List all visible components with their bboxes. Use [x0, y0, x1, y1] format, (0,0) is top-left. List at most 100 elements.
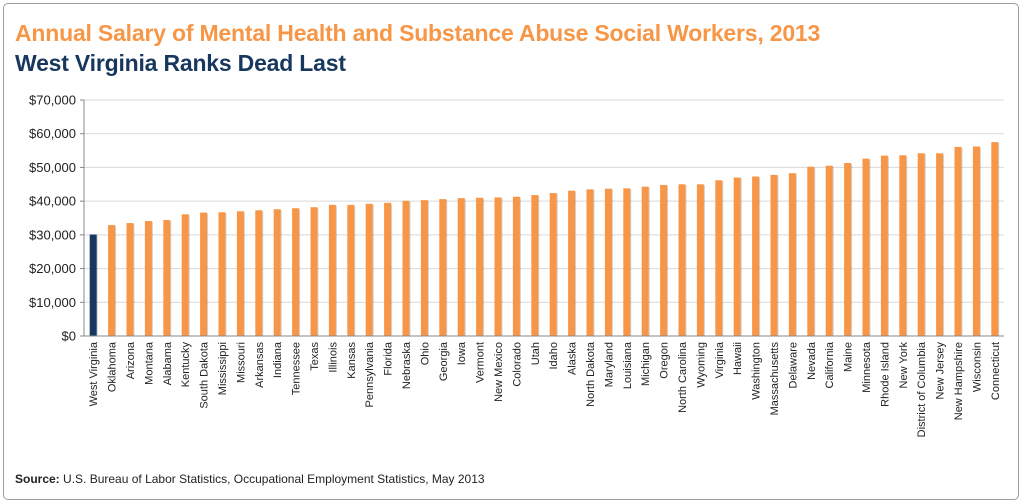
bar-missouri	[236, 211, 244, 336]
x-tick-label: Nevada	[806, 341, 818, 380]
x-tick-label: Idaho	[548, 342, 560, 370]
bar-georgia	[439, 199, 447, 336]
x-tick-label: Wyoming	[695, 342, 707, 388]
x-tick-label: California	[824, 341, 836, 388]
x-tick-label: Florida	[383, 341, 395, 376]
bar-new-mexico	[494, 197, 502, 336]
x-tick-label: Georgia	[438, 341, 450, 381]
x-tick-label: North Carolina	[677, 341, 689, 413]
bar-massachusetts	[770, 174, 778, 336]
bar-colorado	[512, 196, 520, 336]
bar-montana	[144, 221, 152, 336]
bar-illinois	[328, 204, 336, 336]
x-tick-label: Mississippi	[217, 342, 229, 395]
x-tick-label: District of Columbia	[916, 341, 928, 437]
bar-iowa	[457, 198, 465, 336]
y-tick-label: $40,000	[29, 194, 76, 209]
bar-oklahoma	[108, 225, 116, 336]
bar-alaska	[568, 190, 576, 336]
y-tick-label: $70,000	[29, 93, 76, 108]
bar-north-dakota	[586, 189, 594, 336]
bar-new-hampshire	[954, 146, 962, 336]
bar-texas	[310, 207, 318, 336]
x-tick-label: Missouri	[235, 342, 247, 383]
bar-hawaii	[733, 177, 741, 336]
bar-florida	[384, 202, 392, 336]
x-tick-label: Michigan	[640, 342, 652, 386]
x-tick-label: North Dakota	[585, 341, 597, 407]
bar-alabama	[163, 220, 171, 336]
x-tick-label: Oklahoma	[107, 341, 119, 392]
x-tick-label: New Mexico	[493, 342, 505, 402]
bar-west-virginia	[89, 234, 97, 336]
x-tick-label: South Dakota	[199, 341, 211, 409]
bar-nevada	[807, 166, 815, 336]
x-tick-label: New Hampshire	[953, 342, 965, 420]
bar-indiana	[273, 209, 281, 336]
x-tick-label: Arizona	[125, 341, 137, 379]
x-tick-label: Minnesota	[861, 341, 873, 393]
bar-arizona	[126, 223, 134, 336]
bar-wisconsin	[972, 146, 980, 336]
bar-california	[825, 165, 833, 336]
bar-tennessee	[292, 208, 300, 336]
bar-wyoming	[696, 184, 704, 336]
x-axis-labels: West Virginia Oklahoma Arizona Montana Alaba…	[88, 341, 1002, 437]
bar-maryland	[604, 188, 612, 336]
y-tick-label: $60,000	[29, 126, 76, 141]
bar-pennsylvania	[365, 203, 373, 336]
bar-vermont	[476, 197, 484, 336]
x-tick-label: Pennsylvania	[364, 341, 376, 407]
chart-subtitle: West Virginia Ranks Dead Last	[15, 50, 346, 76]
y-axis-ticks: $0 $10,000 $20,000 $30,000 $40,000 $50,000 $60…	[29, 93, 84, 344]
x-tick-label: Vermont	[475, 342, 487, 383]
bar-oregon	[660, 184, 668, 336]
bar-arkansas	[255, 210, 263, 336]
x-tick-label: Alabama	[162, 341, 174, 385]
source-note: Source: U.S. Bureau of Labor Statistics,…	[15, 472, 485, 486]
x-tick-label: Arkansas	[254, 342, 266, 388]
x-tick-label: Massachusetts	[769, 342, 781, 416]
y-tick-label: $0	[62, 329, 76, 344]
x-tick-label: West Virginia	[88, 341, 100, 406]
bar-new-york	[899, 155, 907, 336]
bar-idaho	[549, 193, 557, 336]
x-tick-label: Washington	[751, 342, 763, 400]
x-tick-label: Wisconsin	[971, 342, 983, 392]
x-tick-label: Kansas	[346, 342, 358, 379]
x-tick-label: Alaska	[567, 341, 579, 375]
x-tick-label: Louisiana	[622, 341, 634, 389]
x-tick-label: Texas	[309, 342, 321, 371]
bar-kentucky	[181, 214, 189, 336]
bar-utah	[531, 195, 539, 336]
source-label: Source:	[15, 472, 60, 486]
x-tick-label: Maine	[843, 342, 855, 372]
bar-north-carolina	[678, 184, 686, 336]
y-tick-label: $20,000	[29, 261, 76, 276]
bar-ohio	[420, 200, 428, 336]
bars	[89, 142, 1000, 336]
bar-new-jersey	[936, 153, 944, 336]
x-tick-label: Utah	[530, 342, 542, 365]
x-tick-label: Kentucky	[180, 342, 192, 388]
y-tick-label: $30,000	[29, 227, 76, 242]
x-tick-label: Tennessee	[291, 342, 303, 395]
x-tick-label: Virginia	[714, 341, 726, 378]
bar-louisiana	[623, 188, 631, 336]
x-tick-label: Maryland	[603, 342, 615, 387]
x-tick-label: Iowa	[456, 341, 468, 365]
axes	[83, 100, 1004, 337]
y-tick-label: $10,000	[29, 295, 76, 310]
bar-connecticut	[991, 142, 999, 336]
x-tick-label: Ohio	[419, 342, 431, 365]
x-tick-label: New Jersey	[935, 342, 947, 400]
y-tick-label: $50,000	[29, 160, 76, 175]
x-tick-label: Rhode Island	[879, 342, 891, 407]
x-tick-label: Nebraska	[401, 341, 413, 389]
bar-michigan	[641, 186, 649, 336]
bar-district-of-columbia	[917, 153, 925, 336]
bar-washington	[752, 176, 760, 336]
x-tick-label: Hawaii	[732, 342, 744, 375]
bar-delaware	[788, 173, 796, 336]
